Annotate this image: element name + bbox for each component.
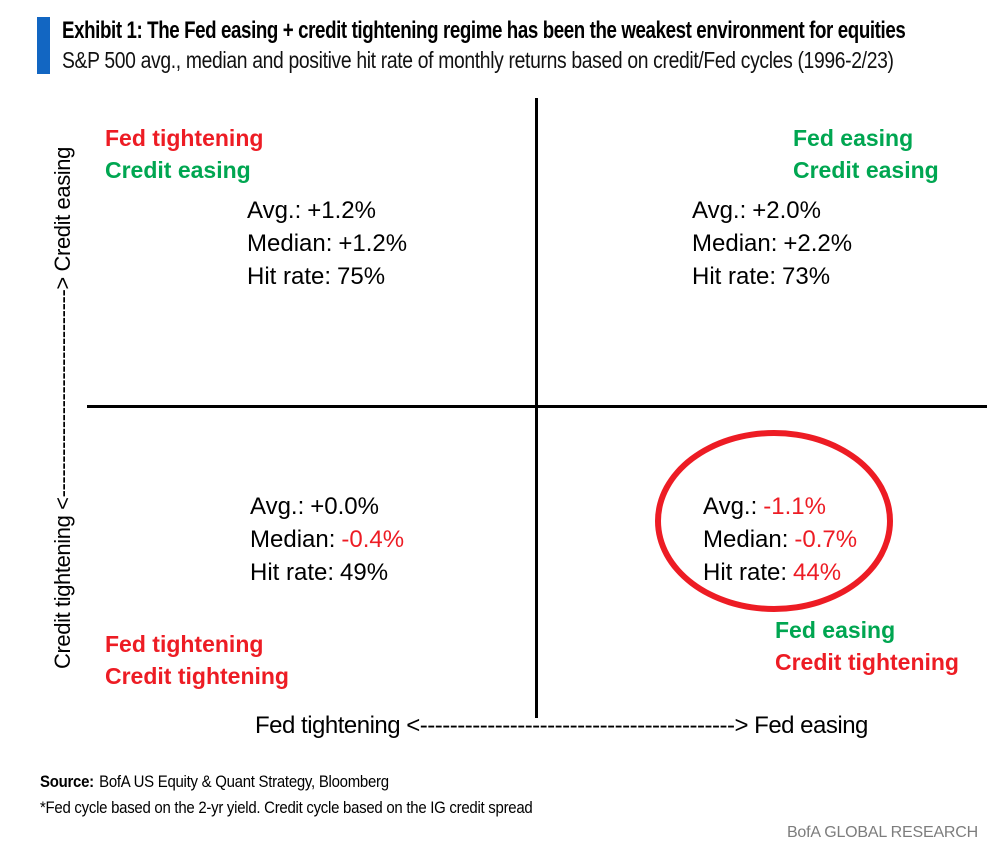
regime-line: Credit easing: [793, 157, 939, 183]
stat-line: Hit rate: 44%: [703, 556, 857, 589]
x-axis-arrow: <---------------------------------------…: [406, 712, 748, 739]
x-axis-label: Fed tightening <------------------------…: [255, 712, 868, 740]
regime-label-fed-easing-credit-tightening: Fed easing Credit tightening: [775, 614, 959, 678]
stats-fed-easing-credit-easing: Avg.: +2.0% Median: +2.2% Hit rate: 73%: [692, 194, 852, 293]
stat-line: Avg.: +1.2%: [247, 194, 407, 227]
y-axis-label: Credit tightening <---------------------…: [50, 147, 75, 669]
stat-line: Median: -0.4%: [250, 523, 404, 556]
regime-line: Credit tightening: [105, 663, 289, 689]
regime-line: Fed easing: [775, 617, 896, 643]
stat-value: +2.2%: [783, 230, 853, 257]
regime-line: Fed tightening: [105, 125, 264, 151]
title-accent-bar: [37, 17, 50, 74]
stats-fed-easing-credit-tightening: Avg.: -1.1% Median: -0.7% Hit rate: 44%: [703, 490, 857, 589]
stat-label: Hit rate:: [703, 559, 788, 586]
stat-value: +2.0%: [752, 197, 821, 224]
stat-line: Median: -0.7%: [703, 523, 857, 556]
stat-value: +1.2%: [338, 230, 408, 257]
regime-label-fed-tightening-credit-tightening: Fed tightening Credit tightening: [105, 628, 289, 692]
source-line: Source: BofA US Equity & Quant Strategy, …: [40, 772, 389, 792]
stat-line: Median: +1.2%: [247, 227, 407, 260]
stat-label: Avg.:: [692, 197, 747, 224]
stat-value: 49%: [340, 559, 389, 586]
stat-label: Hit rate:: [250, 559, 335, 586]
stat-line: Hit rate: 49%: [250, 556, 404, 589]
source-label: Source:: [40, 772, 94, 791]
stat-value: -1.1%: [763, 493, 826, 520]
stat-label: Avg.:: [703, 493, 758, 520]
regime-label-fed-easing-credit-easing: Fed easing Credit easing: [793, 122, 939, 186]
regime-line: Fed tightening: [105, 631, 264, 657]
regime-line: Fed easing: [793, 125, 914, 151]
stat-line: Avg.: +0.0%: [250, 490, 404, 523]
source-text: BofA US Equity & Quant Strategy, Bloombe…: [99, 772, 389, 791]
exhibit-title: Exhibit 1: The Fed easing + credit tight…: [62, 17, 906, 44]
stat-value: 44%: [793, 559, 842, 586]
stats-fed-tightening-credit-tightening: Avg.: +0.0% Median: -0.4% Hit rate: 49%: [250, 490, 404, 589]
stat-line: Avg.: -1.1%: [703, 490, 857, 523]
footnote: *Fed cycle based on the 2-yr yield. Cred…: [40, 798, 533, 817]
x-axis-left-label: Fed tightening: [255, 712, 401, 739]
stat-value: +1.2%: [307, 197, 376, 224]
stat-value: 73%: [782, 263, 831, 290]
stat-value: -0.7%: [794, 526, 858, 553]
stat-line: Median: +2.2%: [692, 227, 852, 260]
regime-label-fed-tightening-credit-easing: Fed tightening Credit easing: [105, 122, 263, 186]
stat-label: Avg.:: [247, 197, 302, 224]
stat-line: Hit rate: 75%: [247, 260, 407, 293]
horizontal-axis-line: [87, 405, 987, 408]
exhibit-subtitle: S&P 500 avg., median and positive hit ra…: [62, 47, 894, 73]
stat-label: Avg.:: [250, 493, 305, 520]
vertical-axis-line: [535, 98, 538, 718]
regime-line: Credit easing: [105, 157, 251, 183]
stat-label: Median:: [703, 526, 789, 553]
regime-line: Credit tightening: [775, 649, 959, 675]
bofa-global-research-brand: BofA GLOBAL RESEARCH: [786, 824, 978, 841]
stat-label: Hit rate:: [247, 263, 332, 290]
stat-label: Median:: [250, 526, 336, 553]
stat-value: +0.0%: [310, 493, 379, 520]
stat-value: -0.4%: [341, 526, 405, 553]
stat-value: 75%: [337, 263, 386, 290]
stat-label: Median:: [247, 230, 333, 257]
x-axis-right-label: Fed easing: [754, 712, 868, 739]
stat-label: Hit rate:: [692, 263, 777, 290]
stat-label: Median:: [692, 230, 778, 257]
stat-line: Avg.: +2.0%: [692, 194, 852, 227]
stats-fed-tightening-credit-easing: Avg.: +1.2% Median: +1.2% Hit rate: 75%: [247, 194, 407, 293]
stat-line: Hit rate: 73%: [692, 260, 852, 293]
highlight-ellipse: [655, 430, 893, 612]
